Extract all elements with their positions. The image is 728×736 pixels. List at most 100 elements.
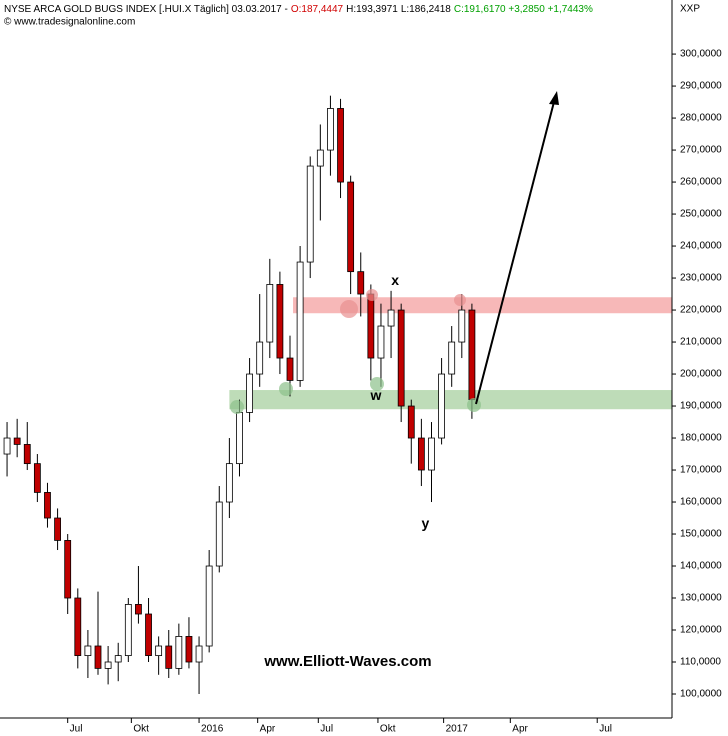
axis-name: XXP bbox=[680, 4, 700, 15]
x-tick-label: Okt bbox=[380, 724, 396, 735]
body bbox=[428, 437, 435, 471]
x-tick-label: Apr bbox=[512, 724, 528, 735]
body bbox=[236, 412, 243, 465]
header-value: H:193,3971 bbox=[346, 4, 398, 15]
body bbox=[387, 309, 395, 327]
body bbox=[327, 108, 334, 151]
body bbox=[256, 341, 264, 375]
y-tick-label: 240,0000 bbox=[680, 241, 722, 252]
body bbox=[165, 645, 173, 669]
touch-circle bbox=[370, 377, 384, 391]
body bbox=[205, 565, 213, 647]
touch-circle bbox=[454, 294, 466, 306]
touch-circle bbox=[230, 400, 244, 414]
body bbox=[104, 661, 112, 669]
body bbox=[135, 604, 142, 615]
body bbox=[296, 261, 304, 381]
body bbox=[337, 108, 344, 183]
body bbox=[44, 492, 51, 519]
x-tick-label: Jul bbox=[320, 724, 333, 735]
body bbox=[347, 181, 355, 273]
y-tick-label: 260,0000 bbox=[680, 177, 722, 188]
body bbox=[286, 357, 294, 381]
body bbox=[367, 293, 375, 359]
arrow bbox=[475, 97, 556, 405]
body bbox=[114, 655, 122, 663]
x-tick-label: Jul bbox=[70, 724, 83, 735]
y-tick-label: 300,0000 bbox=[680, 49, 722, 60]
body bbox=[124, 604, 132, 657]
y-tick-label: 230,0000 bbox=[680, 273, 722, 284]
y-tick-label: 190,0000 bbox=[680, 401, 722, 412]
body bbox=[74, 597, 82, 657]
body bbox=[438, 373, 445, 439]
annotation: w bbox=[369, 387, 381, 403]
x-tick-label: 2017 bbox=[446, 724, 469, 735]
body bbox=[266, 284, 274, 343]
body bbox=[64, 540, 72, 599]
body bbox=[94, 645, 102, 669]
body bbox=[84, 645, 92, 657]
title: NYSE ARCA GOLD BUGS INDEX [.HUI.X Täglic… bbox=[4, 4, 288, 15]
y-tick-label: 170,0000 bbox=[680, 465, 722, 476]
body bbox=[155, 645, 163, 657]
y-tick-label: 200,0000 bbox=[680, 369, 722, 380]
body bbox=[397, 309, 405, 407]
y-tick-label: 110,0000 bbox=[680, 657, 721, 668]
arrow-head bbox=[549, 91, 559, 105]
annotation: x bbox=[391, 272, 399, 288]
source: © www.tradesignalonline.com bbox=[4, 17, 135, 28]
body bbox=[225, 463, 233, 503]
zone bbox=[293, 297, 672, 314]
y-tick-label: 210,0000 bbox=[680, 337, 722, 348]
y-tick-label: 140,0000 bbox=[680, 561, 722, 572]
y-tick-label: 220,0000 bbox=[680, 305, 722, 316]
body bbox=[458, 309, 466, 343]
body bbox=[417, 437, 425, 471]
x-tick-label: Okt bbox=[133, 724, 149, 735]
y-tick-label: 280,0000 bbox=[680, 113, 722, 124]
header: NYSE ARCA GOLD BUGS INDEX [.HUI.X Täglic… bbox=[4, 4, 593, 15]
y-tick-label: 130,0000 bbox=[680, 593, 722, 604]
touch-circle bbox=[366, 289, 378, 301]
y-tick-label: 250,0000 bbox=[680, 209, 722, 220]
y-tick-label: 120,0000 bbox=[680, 625, 722, 636]
header-value: C:191,6170 +3,2850 +1,7443% bbox=[454, 4, 593, 15]
body bbox=[3, 437, 11, 455]
body bbox=[195, 645, 203, 663]
x-tick-label: Apr bbox=[260, 724, 276, 735]
body bbox=[316, 149, 324, 167]
y-tick-label: 180,0000 bbox=[680, 433, 722, 444]
body bbox=[13, 437, 21, 445]
body bbox=[175, 636, 183, 669]
body bbox=[448, 341, 456, 375]
body bbox=[246, 373, 253, 413]
body bbox=[215, 501, 223, 567]
body bbox=[468, 309, 476, 401]
watermark: www.Elliott-Waves.com bbox=[263, 653, 431, 670]
touch-circle bbox=[340, 300, 358, 318]
body bbox=[276, 284, 284, 359]
touch-circle bbox=[467, 398, 481, 412]
body bbox=[306, 165, 314, 263]
body bbox=[407, 405, 415, 439]
y-tick-label: 270,0000 bbox=[680, 145, 722, 156]
header-value: O:187,4447 bbox=[291, 4, 344, 15]
body bbox=[185, 636, 193, 663]
zone bbox=[229, 390, 673, 410]
annotation: y bbox=[422, 515, 430, 531]
decorations bbox=[230, 91, 559, 414]
y-tick-label: 150,0000 bbox=[680, 529, 722, 540]
y-tick-label: 160,0000 bbox=[680, 497, 722, 508]
body bbox=[377, 325, 385, 359]
body bbox=[33, 463, 41, 493]
body bbox=[23, 444, 31, 465]
y-tick-label: 290,0000 bbox=[680, 81, 722, 92]
body bbox=[357, 271, 365, 295]
touch-circle bbox=[279, 382, 293, 396]
body bbox=[54, 517, 61, 541]
x-tick-label: Jul bbox=[599, 724, 612, 735]
header-value: L:186,2418 bbox=[401, 4, 451, 15]
